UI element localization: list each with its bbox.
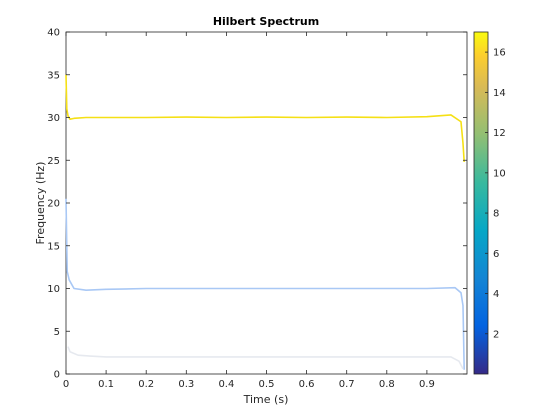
colorbar-tick-label: 10 [493, 168, 506, 179]
colorbar [473, 31, 489, 375]
x-tick-label: 0.6 [299, 379, 315, 390]
colorbar-tick-label: 8 [493, 209, 499, 220]
y-tick-label: 20 [47, 199, 60, 210]
y-tick-label: 40 [47, 28, 60, 39]
y-axis-label: Frequency (Hz) [34, 162, 47, 245]
y-tick-label: 0 [54, 370, 60, 381]
x-tick-label: 0.5 [259, 379, 275, 390]
series-line-2 [67, 346, 464, 370]
y-tick-label: 10 [47, 284, 60, 295]
y-tick-label: 15 [47, 241, 60, 252]
y-axis: 0 5 10 15 20 25 30 35 40 [47, 28, 467, 381]
x-tick-label: 0.7 [339, 379, 355, 390]
series-line-1 [65, 198, 465, 370]
plot-area [65, 31, 468, 375]
x-tick-label: 0.1 [98, 379, 114, 390]
colorbar-tick-label: 6 [493, 249, 499, 260]
x-tick-label: 0.2 [138, 379, 154, 390]
colorbar-tick-label: 2 [493, 329, 499, 340]
y-tick-label: 5 [54, 327, 60, 338]
x-tick-label: 0.8 [379, 379, 395, 390]
x-tick-label: 0.9 [419, 379, 435, 390]
colorbar-tick-label: 12 [493, 128, 506, 139]
series-layer [65, 74, 465, 370]
chart-title: Hilbert Spectrum [213, 15, 319, 28]
colorbar-tick-label: 4 [493, 289, 499, 300]
x-tick-label: 0.4 [218, 379, 234, 390]
x-tick-label: 0 [63, 379, 69, 390]
x-axis-label: Time (s) [243, 393, 289, 406]
y-tick-label: 35 [47, 70, 60, 81]
colorbar-ticks: 2 4 6 8 10 12 14 16 [485, 48, 506, 340]
y-tick-label: 30 [47, 113, 60, 124]
y-tick-label: 25 [47, 156, 60, 167]
x-tick-label: 0.3 [178, 379, 194, 390]
series-line-0 [65, 74, 465, 163]
colorbar-tick-label: 14 [493, 88, 506, 99]
colorbar-tick-label: 16 [493, 48, 506, 59]
x-axis: 0 0.1 0.2 0.3 0.4 0.5 0.6 0.7 0.8 0.9 [63, 32, 435, 390]
